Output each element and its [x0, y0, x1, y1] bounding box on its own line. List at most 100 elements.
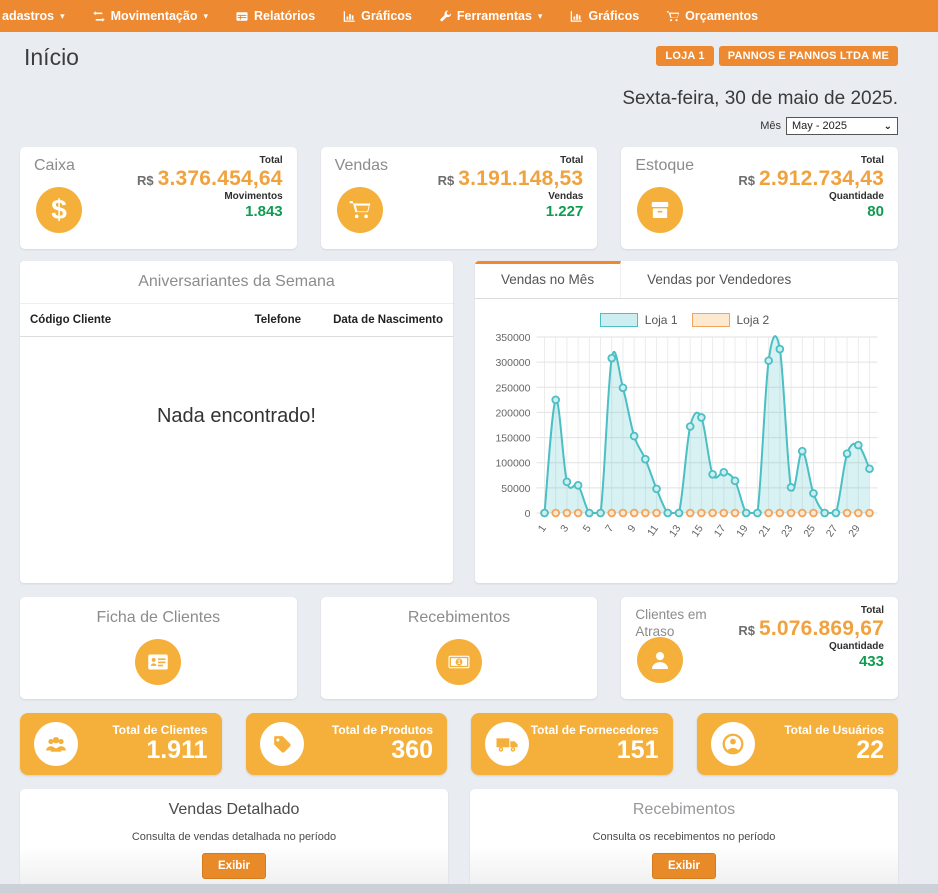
svg-text:250000: 250000: [495, 382, 530, 394]
loja1-swatch: [599, 313, 638, 327]
svg-text:15: 15: [689, 523, 706, 540]
card-title: Clientes em Atraso: [635, 607, 707, 639]
svg-text:200000: 200000: [495, 407, 530, 419]
svg-text:150000: 150000: [495, 433, 530, 445]
truck-icon: [485, 722, 529, 766]
total-fornecedores-stat: Total de Fornecedores 151: [471, 713, 673, 775]
count-value: 80: [867, 203, 884, 220]
stat-label: Total de Produtos: [331, 723, 433, 738]
exibir-button[interactable]: Exibir: [652, 853, 716, 879]
stat-value: 360: [391, 736, 433, 765]
birthdays-title: Aniversariantes da Semana: [20, 261, 453, 304]
sales-chart-panel: Vendas no Mês Vendas por Vendedores Loja…: [475, 261, 898, 583]
nav-item-graficos-2[interactable]: Gráficos: [569, 9, 639, 23]
bottom-scrollbar[interactable]: [0, 884, 938, 893]
bar-chart-icon: [569, 10, 583, 23]
svg-text:11: 11: [645, 523, 661, 539]
count-value: 1.843: [245, 203, 283, 220]
stat-value: 22: [856, 736, 884, 765]
vendas-detalhado-card: Vendas Detalhado Consulta de vendas deta…: [20, 789, 448, 893]
count-value: 433: [858, 653, 884, 670]
currency-prefix: R$: [738, 623, 755, 638]
nav-label: Relatórios: [254, 9, 316, 23]
tag-icon: [259, 722, 304, 766]
recebimentos-card[interactable]: Recebimentos 1: [320, 597, 598, 699]
svg-text:100000: 100000: [495, 458, 530, 470]
report-description: Consulta os recebimentos no período: [592, 831, 776, 843]
nav-label: adastros: [2, 9, 55, 23]
card-title: Estoque: [635, 157, 695, 174]
card-title: Ficha de Clientes: [96, 609, 221, 626]
user-circle-icon: [710, 722, 755, 766]
column-telefone: Telefone: [254, 314, 301, 326]
chevron-down-icon: ▾: [537, 10, 543, 21]
count-value: 1.227: [545, 203, 584, 220]
card-title: Recebimentos: [407, 609, 511, 626]
user-icon: [637, 637, 684, 683]
month-select[interactable]: May - 2025 ⌄: [786, 117, 898, 135]
total-clientes-stat: Total de Clientes 1.911: [20, 713, 222, 775]
birthdays-panel: Aniversariantes da Semana Código Cliente…: [20, 261, 453, 583]
current-date: Sexta-feira, 30 de maio de 2025.: [622, 88, 898, 109]
nav-item-relatorios[interactable]: Relatórios: [235, 9, 315, 23]
chevron-down-icon: ▾: [203, 10, 209, 21]
nav-item-ferramentas[interactable]: Ferramentas ▾: [439, 9, 543, 23]
wrench-icon: [439, 10, 452, 23]
tab-vendas-no-mes[interactable]: Vendas no Mês: [475, 261, 622, 298]
exibir-button[interactable]: Exibir: [202, 853, 266, 879]
svg-text:5: 5: [581, 523, 594, 535]
sales-tabs: Vendas no Mês Vendas por Vendedores: [475, 261, 898, 299]
total-value: 5.076.869,67: [758, 617, 884, 640]
svg-text:1: 1: [457, 660, 461, 666]
svg-text:1: 1: [536, 523, 549, 535]
nav-label: Gráficos: [361, 9, 412, 23]
nav-label: Gráficos: [588, 9, 640, 23]
clientes-em-atraso-card: Clientes em Atraso Total R$ 5.076.869,67 …: [621, 597, 898, 699]
svg-text:7: 7: [603, 523, 616, 535]
count-label: Vendas: [548, 191, 584, 202]
stat-label: Total de Fornecedores: [530, 723, 659, 738]
stat-value: 1.911: [146, 736, 208, 765]
nav-item-graficos-1[interactable]: Gráficos: [342, 9, 412, 23]
ficha-de-clientes-card[interactable]: Ficha de Clientes: [20, 597, 297, 699]
exchange-icon: [92, 10, 106, 23]
top-navbar: adastros ▾ Movimentação ▾ Relatórios Grá…: [0, 0, 938, 32]
svg-text:19: 19: [734, 523, 751, 540]
currency-prefix: R$: [738, 173, 755, 188]
report-title: Recebimentos: [632, 801, 736, 818]
svg-text:9: 9: [625, 523, 638, 535]
card-title: Vendas: [334, 157, 389, 174]
dollar-icon: $: [36, 187, 82, 233]
store-badge[interactable]: LOJA 1: [656, 46, 714, 66]
sales-area-chart: 0 50000 100000 150000 200000 250000 300000 3500…: [495, 332, 878, 540]
page-header: Início LOJA 1 PANNOS E PANNOS LTDA ME Se…: [20, 40, 898, 135]
svg-text:29: 29: [846, 523, 863, 540]
nav-item-orcamentos[interactable]: Orçamentos: [666, 9, 758, 23]
total-value: 3.376.454,64: [157, 167, 283, 190]
svg-text:50000: 50000: [501, 483, 530, 495]
svg-text:25: 25: [801, 523, 818, 540]
card-title: Caixa: [34, 157, 75, 174]
legend-label: Loja 2: [736, 313, 770, 327]
chart-legend: Loja 1 Loja 2: [481, 313, 888, 327]
bar-chart-icon: [342, 10, 356, 23]
month-select-label: Mês: [760, 120, 781, 132]
report-title: Vendas Detalhado: [168, 801, 300, 818]
nav-item-cadastros[interactable]: adastros ▾: [2, 9, 65, 23]
loja2-swatch: [691, 313, 730, 327]
chevron-down-icon: ▾: [60, 10, 65, 21]
page-title: Início: [24, 44, 79, 70]
users-icon: [34, 722, 78, 766]
svg-text:0: 0: [525, 508, 531, 520]
tab-vendas-por-vendedores[interactable]: Vendas por Vendedores: [647, 272, 792, 287]
currency-prefix: R$: [137, 173, 154, 188]
company-badge[interactable]: PANNOS E PANNOS LTDA ME: [718, 46, 898, 66]
svg-text:13: 13: [667, 523, 684, 540]
svg-text:27: 27: [824, 523, 841, 540]
id-card-icon: [135, 639, 182, 685]
nav-item-movimentacao[interactable]: Movimentação ▾: [92, 9, 208, 23]
svg-text:300000: 300000: [495, 357, 530, 369]
nav-label: Ferramentas: [456, 9, 532, 23]
legend-label: Loja 1: [644, 313, 678, 327]
total-usuarios-stat: Total de Usuários 22: [696, 713, 898, 775]
